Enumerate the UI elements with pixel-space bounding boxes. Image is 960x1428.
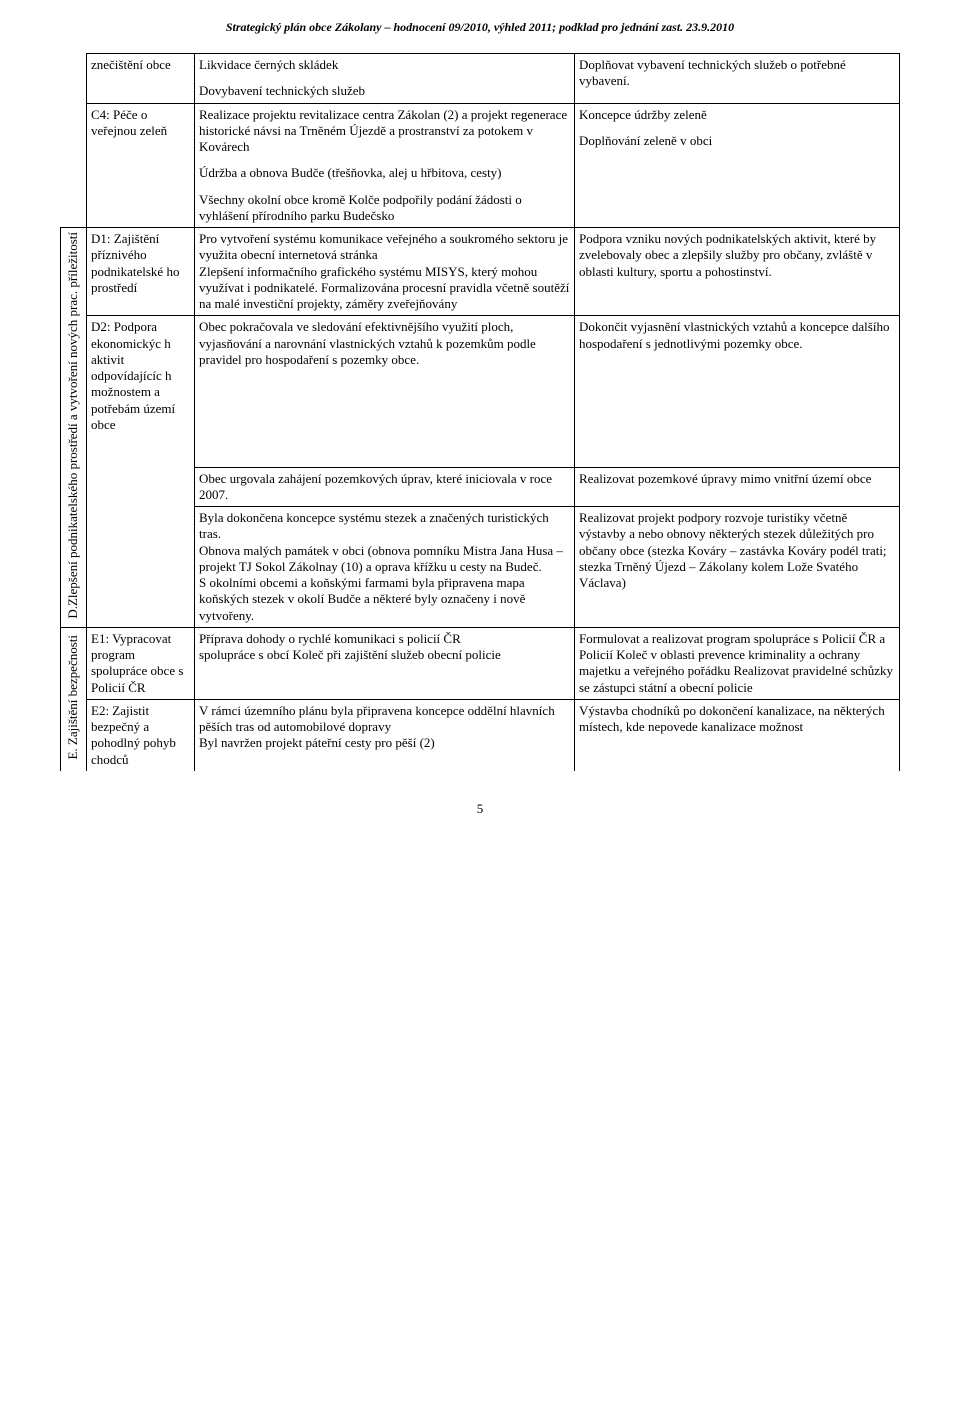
- right-c4: Koncepce údržby zeleně Doplňování zeleně…: [575, 103, 900, 228]
- mid-d2c: Byla dokončena koncepce systému stezek a…: [195, 507, 575, 628]
- cat-e1: E1: Vypracovat program spolupráce obce s…: [87, 627, 195, 699]
- mid-d1: Pro vytvoření systému komunikace veřejné…: [195, 228, 575, 316]
- main-table: znečištění obce Likvidace černých skláde…: [60, 53, 900, 771]
- mid-e2: V rámci územního plánu byla připravena k…: [195, 699, 575, 771]
- mid-c4: Realizace projektu revitalizace centra Z…: [195, 103, 575, 228]
- page-number: 5: [60, 801, 900, 817]
- mid-d2b: Obec urgovala zahájení pozemkových úprav…: [195, 467, 575, 507]
- section-e-label: E. Zajištění bezpečnosti: [61, 627, 87, 771]
- cat-d2: D2: Podpora ekonomickýc h aktivit odpoví…: [87, 316, 195, 628]
- mid-znecisteni: Likvidace černých skládek Dovybavení tec…: [195, 54, 575, 104]
- right-d1: Podpora vzniku nových podnikatelských ak…: [575, 228, 900, 316]
- right-e2: Výstavba chodníků po dokončení kanalizac…: [575, 699, 900, 771]
- mid-d2a: Obec pokračovala ve sledování efektivněj…: [195, 316, 575, 467]
- cat-d1: D1: Zajištění příznivého podnikatelské h…: [87, 228, 195, 316]
- right-e1: Formulovat a realizovat program spoluprá…: [575, 627, 900, 699]
- cat-e2: E2: Zajistit bezpečný a pohodlný pohyb c…: [87, 699, 195, 771]
- cat-c4: C4: Péče o veřejnou zeleň: [87, 103, 195, 228]
- right-d2c: Realizovat projekt podpory rozvoje turis…: [575, 507, 900, 628]
- right-d2a: Dokončit vyjasnění vlastnických vztahů a…: [575, 316, 900, 467]
- right-znecisteni: Doplňovat vybavení technických služeb o …: [575, 54, 900, 104]
- cat-znecisteni: znečištění obce: [87, 54, 195, 104]
- mid-e1: Příprava dohody o rychlé komunikaci s po…: [195, 627, 575, 699]
- right-d2b: Realizovat pozemkové úpravy mimo vnitřní…: [575, 467, 900, 507]
- section-d-label: D.Zlepšení podnikatelského prostředí a v…: [61, 228, 87, 628]
- page-header: Strategický plán obce Zákolany – hodnoce…: [60, 20, 900, 35]
